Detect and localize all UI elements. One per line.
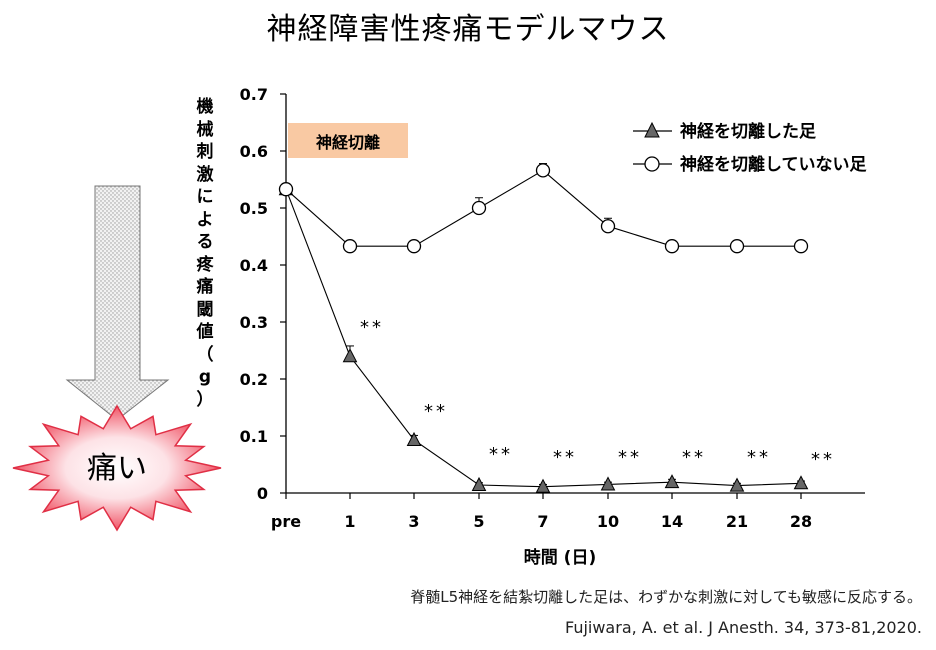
data-point — [729, 239, 745, 254]
y-axis-label-char: 閾 — [196, 299, 214, 320]
significance-marker: ** — [811, 449, 835, 470]
legend-item-cut: 神経を切離した足 — [633, 121, 816, 142]
y-tick-label: 0.4 — [240, 256, 268, 275]
significance-marker: ** — [682, 447, 706, 468]
significance-marker: ** — [360, 317, 384, 338]
circle-marker-icon — [644, 156, 660, 172]
x-tick-label: 10 — [597, 512, 619, 531]
y-axis-label-char: 疼 — [196, 254, 214, 275]
y-axis-label-char: よ — [196, 209, 214, 230]
data-point — [406, 431, 422, 446]
page-title: 神経障害性疼痛モデルマウス — [266, 12, 670, 47]
triangle-marker-icon — [644, 121, 660, 138]
legend-label-uncut: 神経を切離していない足 — [680, 154, 867, 175]
y-tick-label: 0.1 — [240, 427, 268, 446]
data-point — [664, 474, 680, 489]
y-axis-label-char: 刺 — [196, 142, 214, 162]
data-point — [535, 478, 551, 493]
x-tick-label: 7 — [537, 512, 548, 531]
x-tick-label: 3 — [408, 512, 419, 531]
y-axis-label-char: 痛 — [196, 277, 214, 297]
y-axis-label: 機械刺激による疼痛閾値（g） — [190, 96, 220, 411]
y-axis-label-char: に — [196, 187, 214, 207]
annotation-label: 神経切離 — [316, 133, 380, 152]
y-axis-label-char: ） — [196, 389, 214, 410]
data-point — [793, 239, 809, 254]
down-arrow-icon — [65, 185, 170, 421]
x-tick-label: 14 — [661, 512, 683, 531]
data-point — [342, 239, 358, 254]
significance-marker: ** — [618, 447, 642, 468]
data-point — [342, 348, 358, 363]
caption-description: 脊髄L5神経を結紮切離した足は、わずかな刺激に対しても敏感に反応する。 — [410, 588, 922, 606]
y-axis-label-char: る — [196, 232, 214, 252]
series-layer — [278, 163, 809, 493]
x-tick-label: pre — [271, 512, 301, 531]
series-line — [285, 169, 801, 247]
x-tick-label: 5 — [473, 512, 484, 531]
legend-item-uncut: 神経を切離していない足 — [633, 154, 867, 175]
x-tick-label: 28 — [790, 512, 812, 531]
x-tick-label: 21 — [726, 512, 748, 531]
x-tick-labels: pre 1 3 5 7 10 14 21 28 — [271, 512, 812, 531]
data-point — [535, 163, 551, 178]
y-axis-label-char: 械 — [196, 119, 214, 140]
y-tick-label: 0.7 — [240, 85, 268, 104]
y-tick-label: 0.6 — [240, 142, 268, 161]
significance-layer: ** ** ** ** ** ** ** ** — [360, 317, 835, 470]
y-tick-label: 0.2 — [240, 370, 268, 389]
pain-burst-icon — [12, 404, 222, 532]
data-point — [729, 477, 745, 492]
legend: 神経を切離した足 神経を切離していない足 — [633, 121, 867, 175]
significance-marker: ** — [747, 447, 771, 468]
data-point — [471, 200, 487, 216]
y-axis-label-char: （ — [196, 344, 214, 365]
axes — [280, 93, 865, 499]
x-axis-label: 時間 (日) — [524, 547, 596, 568]
pain-label: 痛い — [87, 451, 147, 486]
data-point — [664, 239, 680, 254]
y-tick-label: 0.5 — [240, 199, 268, 218]
y-axis-label-char: 値 — [196, 322, 214, 342]
data-point — [600, 219, 616, 234]
series-1 — [278, 163, 809, 254]
data-point — [600, 476, 616, 491]
significance-marker: ** — [489, 444, 513, 465]
y-tick-labels: 0 0.1 0.2 0.3 0.4 0.5 0.6 0.7 — [240, 85, 268, 503]
data-point — [793, 475, 809, 490]
data-point — [471, 476, 487, 492]
significance-marker: ** — [553, 447, 577, 468]
y-tick-label: 0 — [257, 484, 268, 503]
legend-label-cut: 神経を切離した足 — [680, 121, 816, 142]
caption-citation: Fujiwara, A. et al. J Anesth. 34, 373-81… — [564, 618, 922, 637]
data-point — [406, 239, 422, 254]
x-tick-label: 1 — [344, 512, 355, 531]
series-0 — [278, 181, 809, 493]
nerve-cut-annotation: 神経切離 — [288, 123, 408, 158]
y-axis-label-char: g — [198, 367, 212, 387]
data-point — [278, 182, 294, 197]
significance-marker: ** — [424, 401, 448, 422]
y-axis-label-char: 機 — [196, 97, 214, 117]
y-tick-label: 0.3 — [240, 313, 268, 332]
y-axis-label-char: 激 — [196, 164, 214, 185]
